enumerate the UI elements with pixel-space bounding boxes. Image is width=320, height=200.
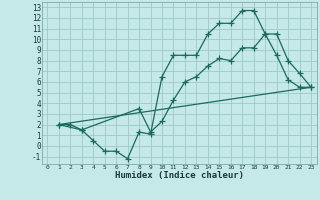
X-axis label: Humidex (Indice chaleur): Humidex (Indice chaleur) — [115, 171, 244, 180]
